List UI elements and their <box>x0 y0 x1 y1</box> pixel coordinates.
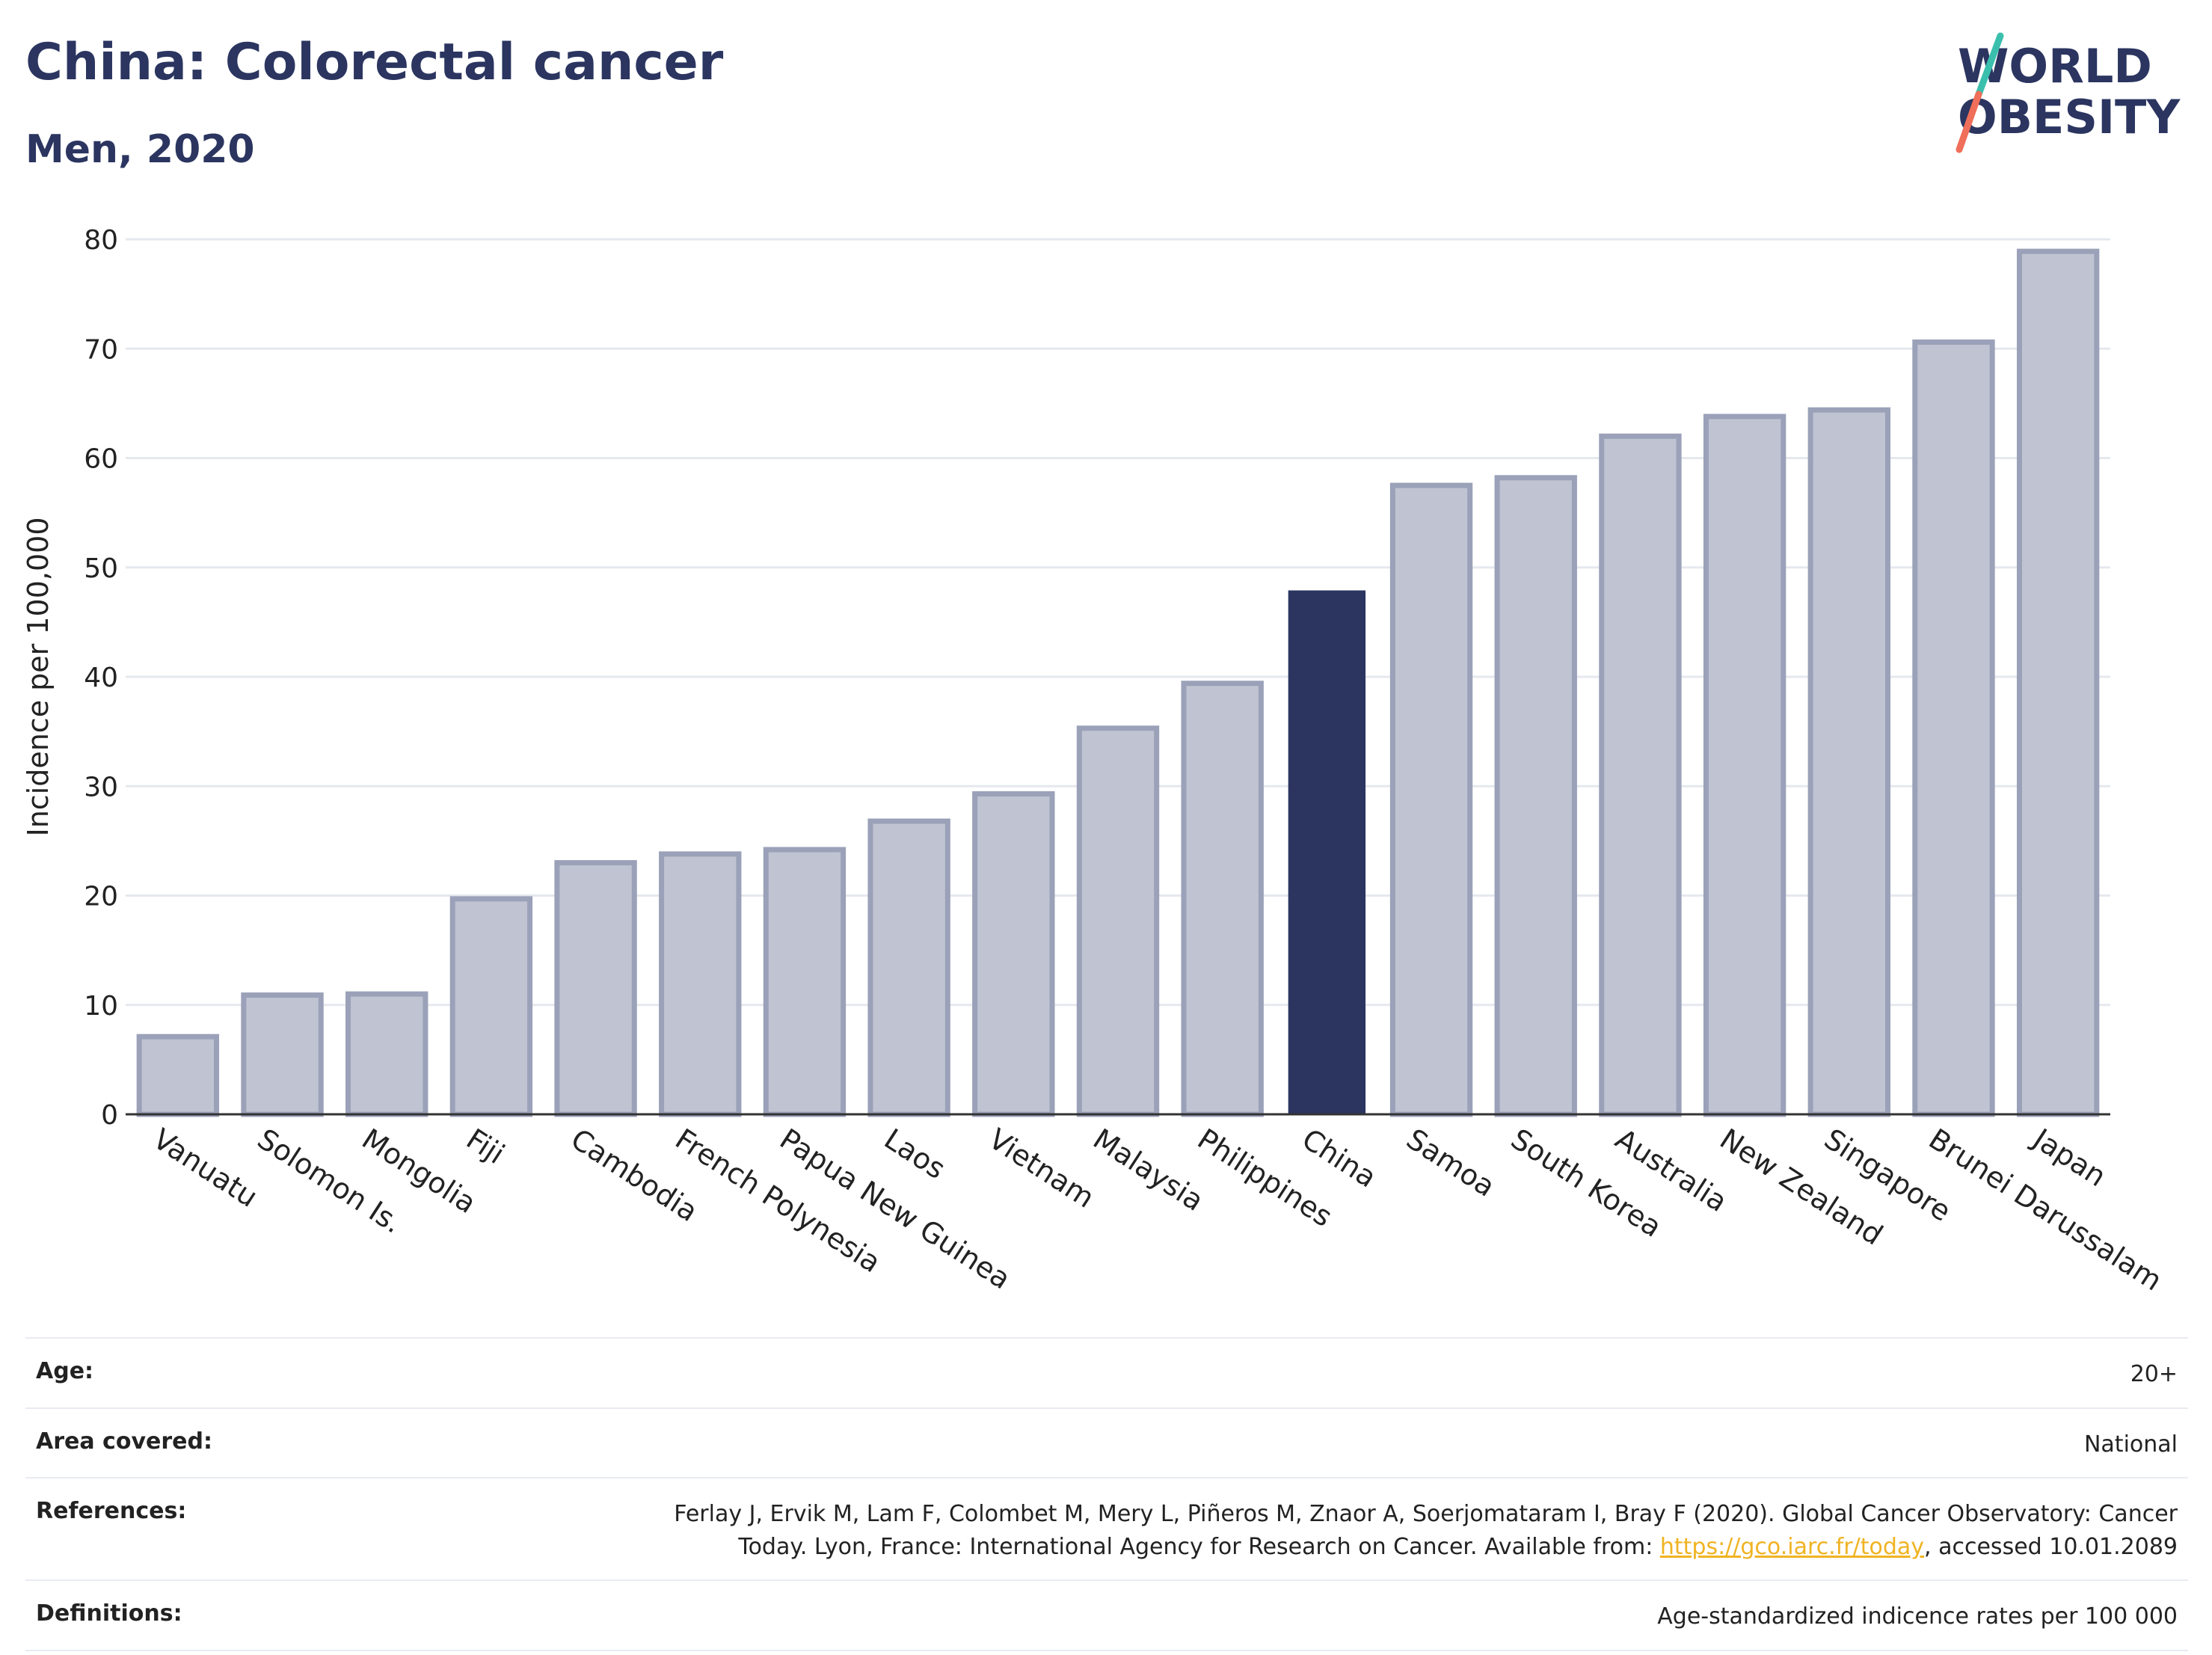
references-line-2-start: Today. Lyon, France: International Agenc… <box>738 1533 1660 1560</box>
logo-slash-teal <box>1975 32 2004 98</box>
bar <box>1181 681 1264 1117</box>
x-tick-label: Samoa <box>1401 1123 1501 1203</box>
bar <box>554 860 637 1117</box>
references-line-2-end: , accessed 10.01.2089 <box>1924 1533 2178 1560</box>
bar <box>449 896 533 1117</box>
bar <box>1703 414 1787 1117</box>
y-tick-label: 20 <box>84 882 118 912</box>
x-tick-label: Vanuatu <box>147 1123 263 1214</box>
bar <box>1807 407 1890 1117</box>
y-tick-label: 80 <box>84 225 118 256</box>
definitions-value: Age-standardized indicence rates per 100… <box>1657 1603 2178 1630</box>
bars <box>136 248 2100 1117</box>
y-axis-title: Incidence per 100,000 <box>22 517 55 836</box>
bar <box>867 818 950 1117</box>
world-obesity-logo: WORLD OBESITY <box>1956 32 2181 153</box>
x-tick-label: Fiji <box>461 1123 511 1171</box>
logo-line-2: OBESITY <box>1958 90 2181 144</box>
details-row-references: References: Ferlay J, Ervik M, Lam F, Co… <box>25 1477 2188 1579</box>
y-axis-ticks: 0 10 20 30 40 50 60 70 80 <box>84 225 118 1131</box>
references-link[interactable]: https://gco.iarc.fr/today <box>1659 1533 1925 1560</box>
bar <box>345 991 428 1117</box>
bar <box>136 1034 220 1117</box>
area-value: National <box>2083 1431 2178 1458</box>
bar <box>659 851 742 1117</box>
bar <box>763 847 847 1117</box>
y-tick-label: 10 <box>84 991 118 1022</box>
y-tick-label: 70 <box>84 334 118 365</box>
bar <box>1389 482 1473 1117</box>
logo-slash-coral <box>1956 90 1982 153</box>
bar <box>241 992 324 1117</box>
details-row-definitions: Definitions: Age-standardized indicence … <box>25 1579 2188 1651</box>
x-tick-label: Malaysia <box>1087 1123 1209 1218</box>
details-row-area: Area covered: National <box>25 1407 2188 1478</box>
x-tick-label: Vietnam <box>983 1123 1100 1215</box>
references-value: Ferlay J, Ervik M, Lam F, Colombet M, Me… <box>674 1498 2178 1563</box>
y-tick-label: 40 <box>84 663 118 693</box>
y-tick-label: 60 <box>84 444 118 475</box>
references-label: References: <box>36 1498 187 1524</box>
y-tick-label: 30 <box>84 772 118 802</box>
chart-subtitle: Men, 2020 <box>25 127 255 172</box>
references-line-1: Ferlay J, Ervik M, Lam F, Colombet M, Me… <box>674 1501 2178 1527</box>
details-row-age: Age: 20+ <box>25 1337 2188 1407</box>
bar <box>1599 433 1682 1117</box>
chart-title: China: Colorectal cancer <box>25 33 724 92</box>
age-value: 20+ <box>2130 1361 2178 1387</box>
bar <box>2016 248 2100 1117</box>
definitions-label: Definitions: <box>36 1600 182 1627</box>
age-label: Age: <box>36 1358 94 1384</box>
bar <box>1912 339 1995 1117</box>
bar <box>1494 475 1577 1117</box>
bar <box>972 790 1055 1117</box>
area-label: Area covered: <box>36 1428 212 1455</box>
bar <box>1076 725 1160 1117</box>
x-tick-label: Laos <box>879 1123 951 1186</box>
y-tick-label: 50 <box>84 553 118 584</box>
bar-highlight <box>1288 590 1366 1114</box>
y-tick-label: 0 <box>101 1100 118 1131</box>
details-table: Age: 20+ Area covered: National Referenc… <box>25 1337 2188 1651</box>
x-tick-label: China <box>1296 1123 1382 1194</box>
x-tick-label: Japan <box>2027 1122 2113 1194</box>
